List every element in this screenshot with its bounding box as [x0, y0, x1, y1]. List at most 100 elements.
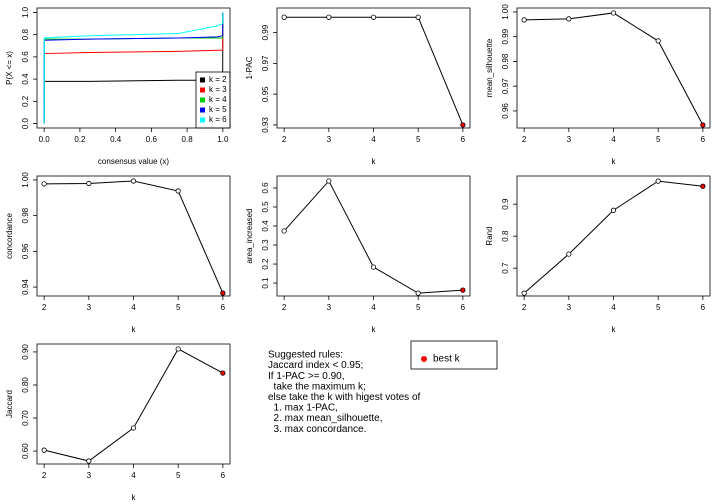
y-tick-label: 0.1: [261, 277, 270, 289]
y-tick-label: 0.98: [21, 207, 30, 223]
legend-label: k = 2: [209, 75, 227, 84]
y-tick-label: 0.97: [501, 78, 510, 94]
point: [326, 178, 332, 184]
y-tick-label: 0.3: [261, 239, 270, 251]
x-tick-label: 2: [282, 303, 287, 312]
point: [566, 251, 572, 257]
point: [130, 178, 137, 184]
y-tick-label: 0.80: [21, 377, 30, 393]
y-tick-label: 0.4: [21, 73, 30, 85]
best-legend-dot: [421, 356, 427, 362]
plot-frame: [36, 175, 231, 297]
y-tick-label: 0.8: [21, 29, 30, 41]
x-tick-label: 4: [611, 303, 616, 312]
x-tick-label: 3: [87, 303, 92, 312]
x-tick-label: 0.0: [39, 135, 51, 144]
x-tick-label: 3: [567, 135, 572, 144]
y-tick-label: 0.99: [501, 28, 510, 44]
y-tick-label: 0.2: [21, 95, 30, 107]
x-tick-label: 6: [221, 303, 226, 312]
y-axis-label: Rand: [485, 226, 494, 245]
point: [610, 10, 617, 16]
point: [460, 122, 466, 128]
point: [460, 287, 466, 293]
plot-frame: [516, 175, 711, 297]
y-tick-label: 0.8: [501, 230, 510, 242]
y-tick-label: 0.2: [261, 258, 270, 270]
rule-line: 3. max concordance.: [268, 424, 366, 435]
y-tick-label: 0.6: [21, 51, 30, 63]
x-tick-label: 4: [371, 135, 376, 144]
y-tick-label: 0.95: [261, 86, 270, 102]
y-tick-label: 0.70: [21, 410, 30, 426]
point: [655, 178, 661, 184]
plot-frame: [36, 343, 231, 465]
point: [175, 346, 181, 352]
x-tick-label: 0.4: [110, 135, 122, 144]
x-tick-label: 6: [221, 471, 226, 480]
x-tick-label: 6: [701, 135, 706, 144]
y-tick-label: 1.0: [21, 6, 30, 18]
x-tick-label: 3: [327, 135, 332, 144]
x-axis-label: k: [372, 325, 377, 334]
y-tick-label: 0.7: [501, 262, 510, 274]
y-axis-label: concordance: [5, 213, 14, 259]
x-tick-label: 6: [701, 303, 706, 312]
x-tick-label: 2: [42, 303, 47, 312]
x-tick-label: 3: [327, 303, 332, 312]
legend-label: k = 5: [209, 105, 227, 114]
y-tick-label: 1.00: [21, 172, 30, 188]
plot-frame: [36, 7, 231, 129]
x-axis-label: k: [612, 157, 617, 166]
y-tick-label: 0.97: [261, 55, 270, 71]
x-tick-label: 3: [87, 471, 92, 480]
point: [41, 181, 47, 187]
series-line: [283, 180, 463, 294]
legend-swatch: [200, 87, 205, 93]
y-axis-label: area_increased: [245, 208, 254, 263]
point: [86, 458, 92, 464]
plot-frame: [516, 7, 711, 129]
rule-line: else take the k with higest votes of: [268, 392, 421, 403]
legend-swatch: [200, 97, 205, 103]
x-tick-label: 5: [416, 303, 421, 312]
point: [175, 188, 181, 194]
x-tick-label: 5: [656, 303, 661, 312]
point: [521, 290, 527, 296]
x-tick-label: 2: [282, 135, 287, 144]
y-tick-label: 0.96: [21, 243, 30, 259]
point: [130, 425, 137, 431]
x-tick-label: 3: [567, 303, 572, 312]
y-tick-label: 0.5: [261, 201, 270, 213]
rules-block: Suggested rules:Jaccard index < 0.95;If …: [268, 350, 421, 435]
x-axis-label: k: [612, 325, 617, 334]
point: [566, 16, 572, 22]
plot-frame: [276, 175, 471, 297]
legend-label: k = 6: [209, 115, 227, 124]
rule-line: take the maximum k;: [268, 381, 366, 392]
series-line: [284, 16, 464, 126]
point: [415, 290, 421, 296]
x-tick-label: 5: [176, 471, 181, 480]
plot-frame: [276, 7, 471, 129]
point: [370, 264, 377, 270]
series-line: [523, 180, 703, 294]
legend-label: k = 4: [209, 95, 227, 104]
series-line: [43, 12, 224, 124]
y-tick-label: 0.60: [21, 443, 30, 459]
y-axis-label: mean_silhouette: [485, 38, 494, 97]
series-line: [44, 180, 224, 294]
rule-line: 2. max mean_silhouette,: [268, 413, 383, 424]
point: [326, 14, 332, 20]
best-legend-label: best k: [433, 354, 461, 365]
x-tick-label: 4: [371, 303, 376, 312]
x-tick-label: 5: [656, 135, 661, 144]
legend-label: k = 3: [209, 85, 227, 94]
x-axis-label: k: [132, 325, 137, 334]
point: [281, 228, 287, 234]
y-tick-label: 1.00: [501, 4, 510, 20]
y-tick-label: 0.6: [261, 182, 270, 194]
x-tick-label: 2: [522, 303, 527, 312]
x-tick-label: 0.6: [146, 135, 158, 144]
point: [281, 14, 287, 20]
